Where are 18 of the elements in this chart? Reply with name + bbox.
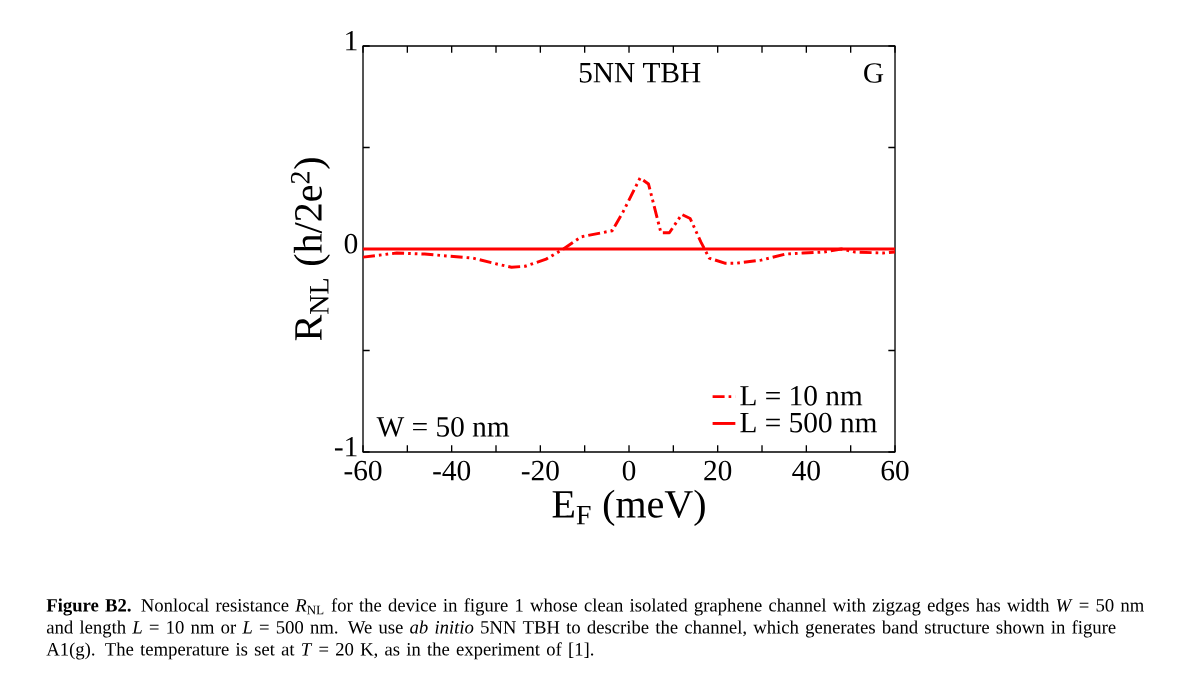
- x-tick-label: -40: [433, 460, 471, 481]
- text: Figure B2. Nonlocal resistance R$_{NL}$ for the device in figure 1 whose clean isolated graphene channel with zigzag edges has width W = 50 nm and length L = 10 nm or L = 500 nm. We use ab initio 5NN TBH to describe the channel, which generates band structure shown in figure A1(g). The temperature is set at T = 20 K, as in the experiment of [1].: [46, 598, 1144, 660]
- x-tick-label: -60: [344, 460, 382, 481]
- x-tick-label: 20: [704, 460, 732, 481]
- annotation: 5NN TBH: [579, 63, 701, 83]
- y-tick-label: 1: [346, 30, 357, 51]
- x-tick-label: 40: [792, 460, 820, 481]
- x-axis-title: E$_{F}$ (meV): [552, 489, 705, 526]
- legend-label: L = 10 nm: [740, 385, 863, 406]
- legend-label: L = 500 nm: [740, 412, 877, 433]
- y-tick-label: -1: [334, 436, 357, 457]
- x-tick-label: 60: [881, 460, 909, 481]
- x-tick-label: 0: [622, 460, 636, 481]
- annotation: W = 50 nm: [376, 416, 510, 437]
- x-tick-label: -20: [521, 460, 559, 481]
- y-tick-label: 0: [344, 233, 358, 254]
- annotation: G: [864, 63, 884, 83]
- y-axis-title: R$_{NL}$ (h/2e$^{2}$): [290, 158, 331, 341]
